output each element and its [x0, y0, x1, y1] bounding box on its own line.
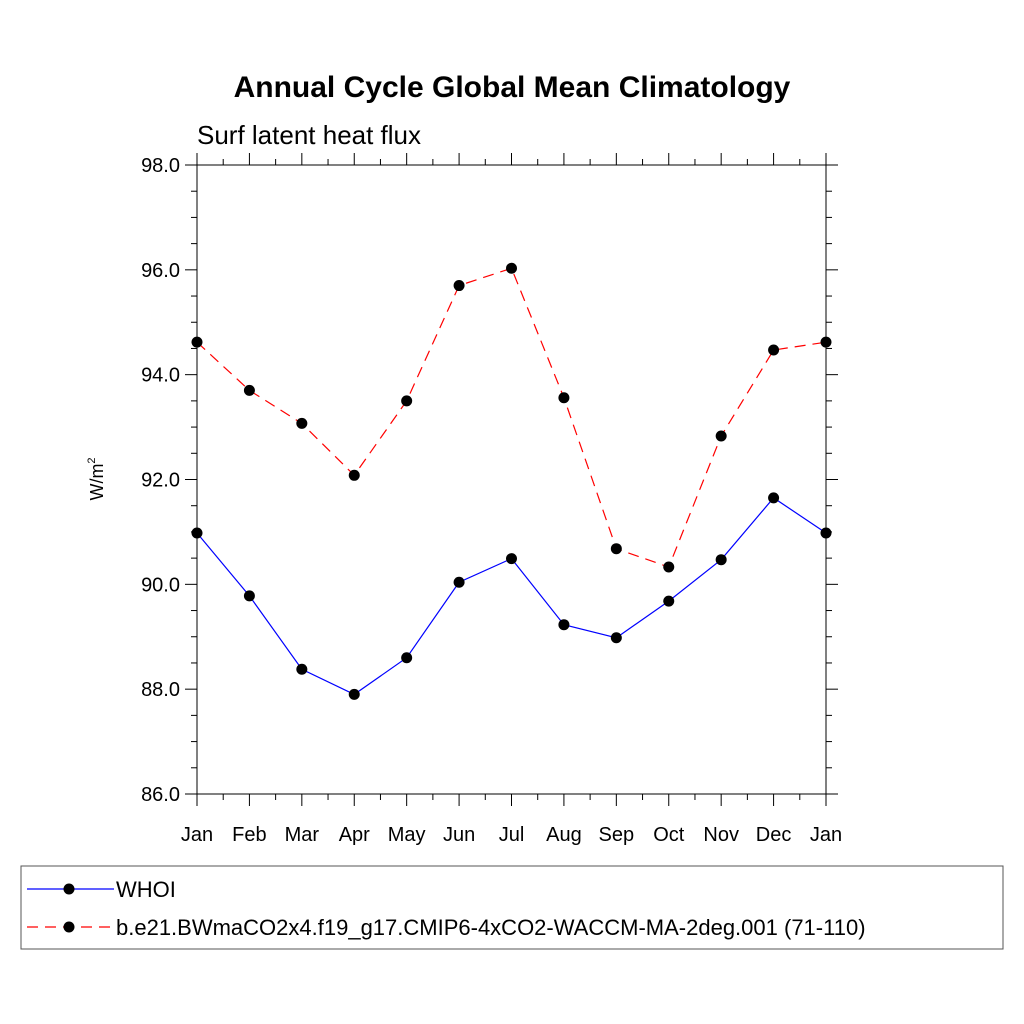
data-point	[663, 595, 675, 607]
y-axis-label-superscript: 2	[86, 457, 98, 463]
svg-text:W/m2: W/m2	[86, 457, 107, 500]
data-point	[191, 527, 203, 539]
y-tick-label: 94.0	[141, 365, 180, 387]
legend-label-1: b.e21.BWmaCO2x4.f19_g17.CMIP6-4xCO2-WACC…	[116, 915, 866, 940]
x-tick-label: Sep	[599, 824, 635, 846]
legend-marker-1	[63, 921, 75, 933]
y-axis-label-text: W/m	[87, 464, 107, 501]
x-tick-label: Nov	[703, 824, 739, 846]
data-point	[296, 663, 308, 675]
data-point	[348, 469, 360, 481]
y-tick-label: 88.0	[141, 679, 180, 701]
data-point	[768, 344, 780, 356]
x-tick-label: Jan	[181, 824, 213, 846]
data-point	[243, 384, 255, 396]
data-point	[820, 336, 832, 348]
series-line-1	[196, 267, 827, 568]
data-point	[610, 632, 622, 644]
x-tick-label: May	[388, 824, 426, 846]
legend-marker-0	[63, 883, 75, 895]
data-point	[768, 492, 780, 504]
y-tick-label: 90.0	[141, 574, 180, 596]
y-tick-label: 96.0	[141, 260, 180, 282]
data-point	[506, 553, 517, 565]
chart-subtitle: Surf latent heat flux	[197, 120, 421, 150]
data-point	[296, 417, 308, 429]
data-point	[191, 336, 203, 348]
legend: WHOI b.e21.BWmaCO2x4.f19_g17.CMIP6-4xCO2-…	[20, 865, 1004, 950]
data-point	[401, 395, 413, 407]
y-tick-label: 98.0	[141, 155, 180, 177]
chart-title: Annual Cycle Global Mean Climatology	[234, 71, 791, 104]
data-point	[453, 576, 465, 588]
x-tick-label: Jun	[443, 824, 475, 846]
x-tick-label: Feb	[232, 824, 266, 846]
data-point	[663, 561, 675, 573]
data-point	[401, 652, 413, 664]
data-point	[610, 543, 622, 555]
x-tick-label: Jul	[499, 824, 525, 846]
x-tick-label: Oct	[653, 824, 685, 846]
y-tick-label: 92.0	[141, 470, 180, 492]
y-axis: 86.0 88.0 90.0 92.0 94.0 96.0 98.0	[141, 155, 838, 806]
x-tick-label: Mar	[285, 824, 320, 846]
plot-frame	[196, 164, 827, 795]
series-layer	[191, 262, 832, 700]
data-point	[506, 262, 517, 274]
data-point	[348, 688, 360, 700]
y-tick-label: 86.0	[141, 784, 180, 806]
x-tick-label: Dec	[756, 824, 792, 846]
x-tick-label: Apr	[339, 824, 370, 846]
x-tick-label: Aug	[546, 824, 582, 846]
data-point	[558, 392, 570, 404]
x-tick-label: Jan	[810, 824, 842, 846]
series-line-0	[196, 497, 827, 696]
y-axis-label: W/m2	[86, 457, 107, 500]
data-point	[820, 527, 832, 539]
data-point	[243, 590, 255, 602]
x-axis: Jan Feb Mar Apr May Jun Jul Aug Sep Oct Nov Dec Jan	[181, 153, 842, 846]
legend-box	[20, 865, 1004, 950]
legend-label-0: WHOI	[116, 877, 176, 902]
data-point	[715, 554, 727, 566]
data-point	[715, 430, 727, 442]
data-point	[453, 280, 465, 292]
data-point	[558, 619, 570, 631]
